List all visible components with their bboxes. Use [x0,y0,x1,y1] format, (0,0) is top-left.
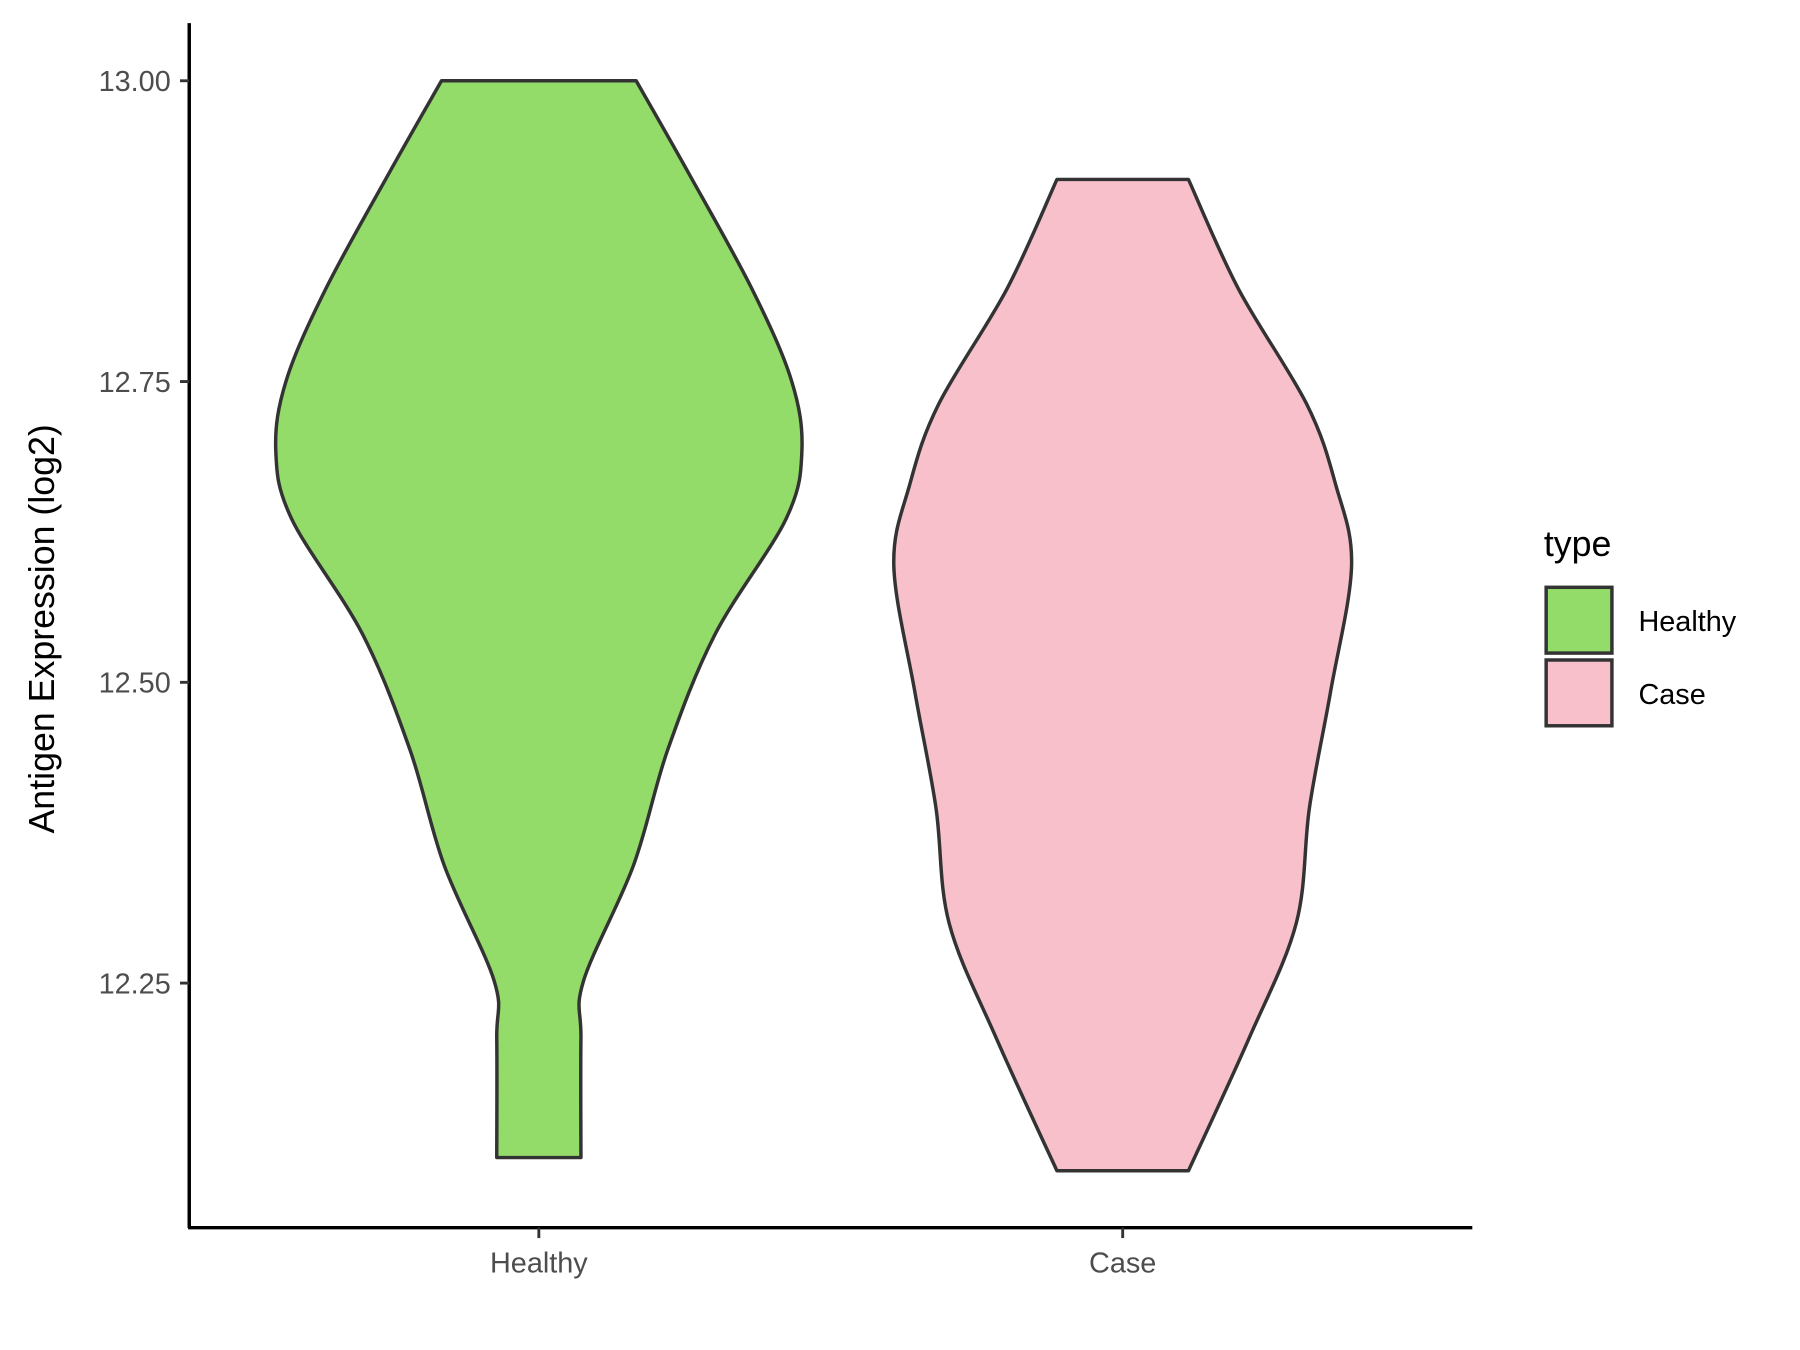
y-tick-label: 13.00 [99,66,171,98]
legend-label: Case [1638,679,1705,711]
x-tick-label: Case [1089,1248,1156,1280]
legend-swatch [1544,585,1614,655]
y-axis-title: Antigen Expression (log2) [22,424,62,833]
violin-case [892,177,1354,1173]
legend-swatch [1544,658,1614,728]
legend-label: Healthy [1638,606,1736,638]
y-ticks: 12.25 12.50 12.75 13.00 [99,66,190,1000]
legend-title: type [1544,524,1612,564]
violin-healthy [273,79,804,1160]
y-tick-label: 12.25 [99,968,171,1000]
legend: type Healthy Case [1544,524,1737,728]
y-tick-label: 12.75 [99,367,171,399]
y-tick-label: 12.50 [99,668,171,700]
violins [273,79,1354,1173]
x-tick-label: Healthy [490,1248,588,1280]
x-ticks: Healthy Case [490,1227,1156,1280]
